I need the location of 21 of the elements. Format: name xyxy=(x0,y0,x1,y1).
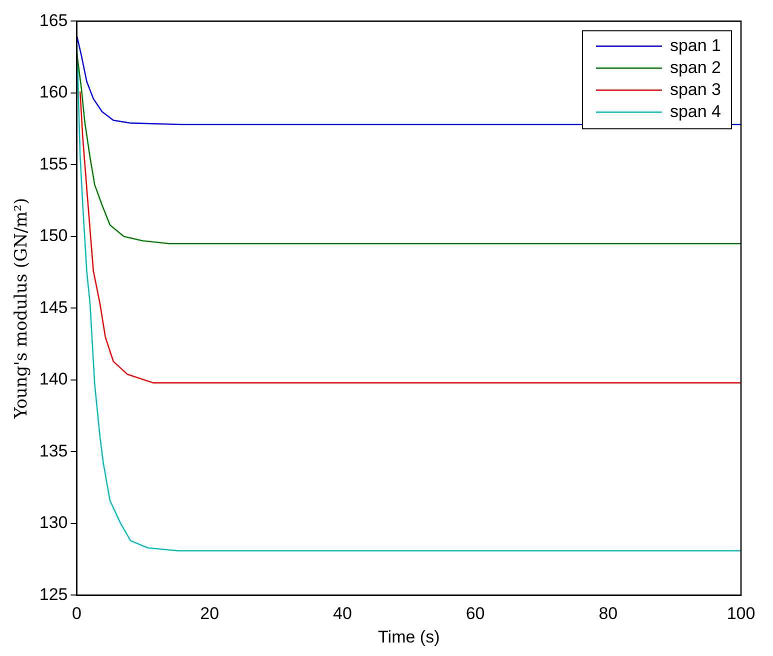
legend-label: span 3 xyxy=(670,80,722,99)
y-tick-label: 160 xyxy=(39,82,68,102)
x-tick-label: 0 xyxy=(72,604,82,624)
y-tick-label: 130 xyxy=(39,513,68,532)
y-tick-label: 150 xyxy=(39,226,68,246)
x-tick-label: 20 xyxy=(200,604,220,624)
y-tick-label: 155 xyxy=(39,154,68,174)
y-axis-title: Young's modulus (GN/m²) xyxy=(12,198,32,420)
x-tick-label: 80 xyxy=(598,604,618,624)
y-tick-label: 145 xyxy=(39,298,68,317)
x-tick-label: 40 xyxy=(332,604,352,624)
legend-label: span 1 xyxy=(670,36,722,55)
x-tick-label: 60 xyxy=(466,604,485,624)
x-axis-title: Time (s) xyxy=(378,627,440,646)
y-tick-label: 135 xyxy=(39,441,68,460)
y-tick-label: 140 xyxy=(39,370,68,389)
y-tick-label: 125 xyxy=(39,584,68,604)
legend-label: span 2 xyxy=(670,58,722,77)
x-tick-label: 100 xyxy=(726,604,756,624)
legend-label: span 4 xyxy=(670,102,722,121)
y-tick-label: 165 xyxy=(39,10,68,30)
